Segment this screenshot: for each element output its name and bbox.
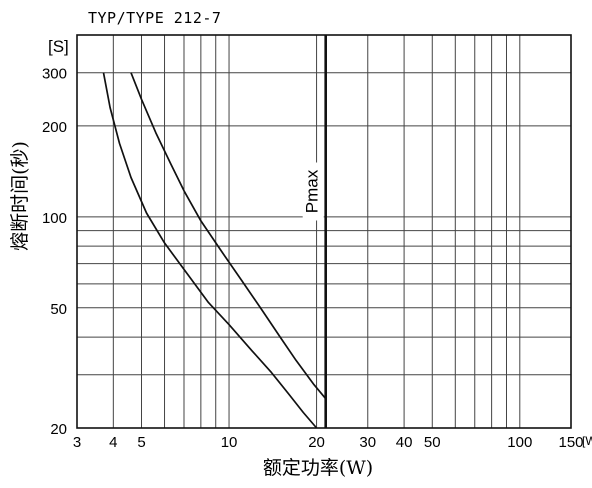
y-tick-label: 20 bbox=[50, 421, 67, 438]
series-layer bbox=[102, 72, 327, 429]
x-tick-label: 50 bbox=[424, 434, 441, 451]
y-tick-label: 200 bbox=[42, 119, 67, 136]
y-unit-label: [S] bbox=[48, 37, 69, 56]
x-tick-label: 10 bbox=[221, 434, 238, 451]
x-tick-label: 150 bbox=[558, 434, 583, 451]
x-tick-label: 3 bbox=[73, 434, 81, 451]
x-tick-label: 40 bbox=[396, 434, 413, 451]
pmax-label-background bbox=[302, 162, 324, 221]
y-tick-label: 50 bbox=[50, 301, 67, 318]
chart-title: TYP/TYPE 212-7 bbox=[88, 9, 221, 27]
y-tick-label: 100 bbox=[42, 210, 67, 227]
series-curve-2 bbox=[130, 72, 327, 400]
x-tick-label: 20 bbox=[308, 434, 325, 451]
x-axis-label: 额定功率(W) bbox=[263, 457, 373, 479]
y-axis-label: 熔断时间(秒) bbox=[9, 141, 31, 251]
grid-lines bbox=[76, 34, 572, 429]
plot-frame bbox=[76, 34, 572, 429]
tick-labels: 3 4 5 10 20 30 40 50 100 150[W] 20 50 100 200 300 bbox=[42, 66, 592, 451]
annotation-layer: Pmax bbox=[302, 35, 327, 428]
x-tick-label: 5 bbox=[137, 434, 145, 451]
x-tick-label: 30 bbox=[359, 434, 376, 451]
x-tick-label: 4 bbox=[109, 434, 117, 451]
x-unit-label: [W] bbox=[582, 434, 592, 448]
y-tick-label: 300 bbox=[42, 66, 67, 83]
pmax-label: Pmax bbox=[303, 169, 322, 213]
x-tick-label: 100 bbox=[507, 434, 532, 451]
series-curve-1 bbox=[102, 72, 318, 429]
